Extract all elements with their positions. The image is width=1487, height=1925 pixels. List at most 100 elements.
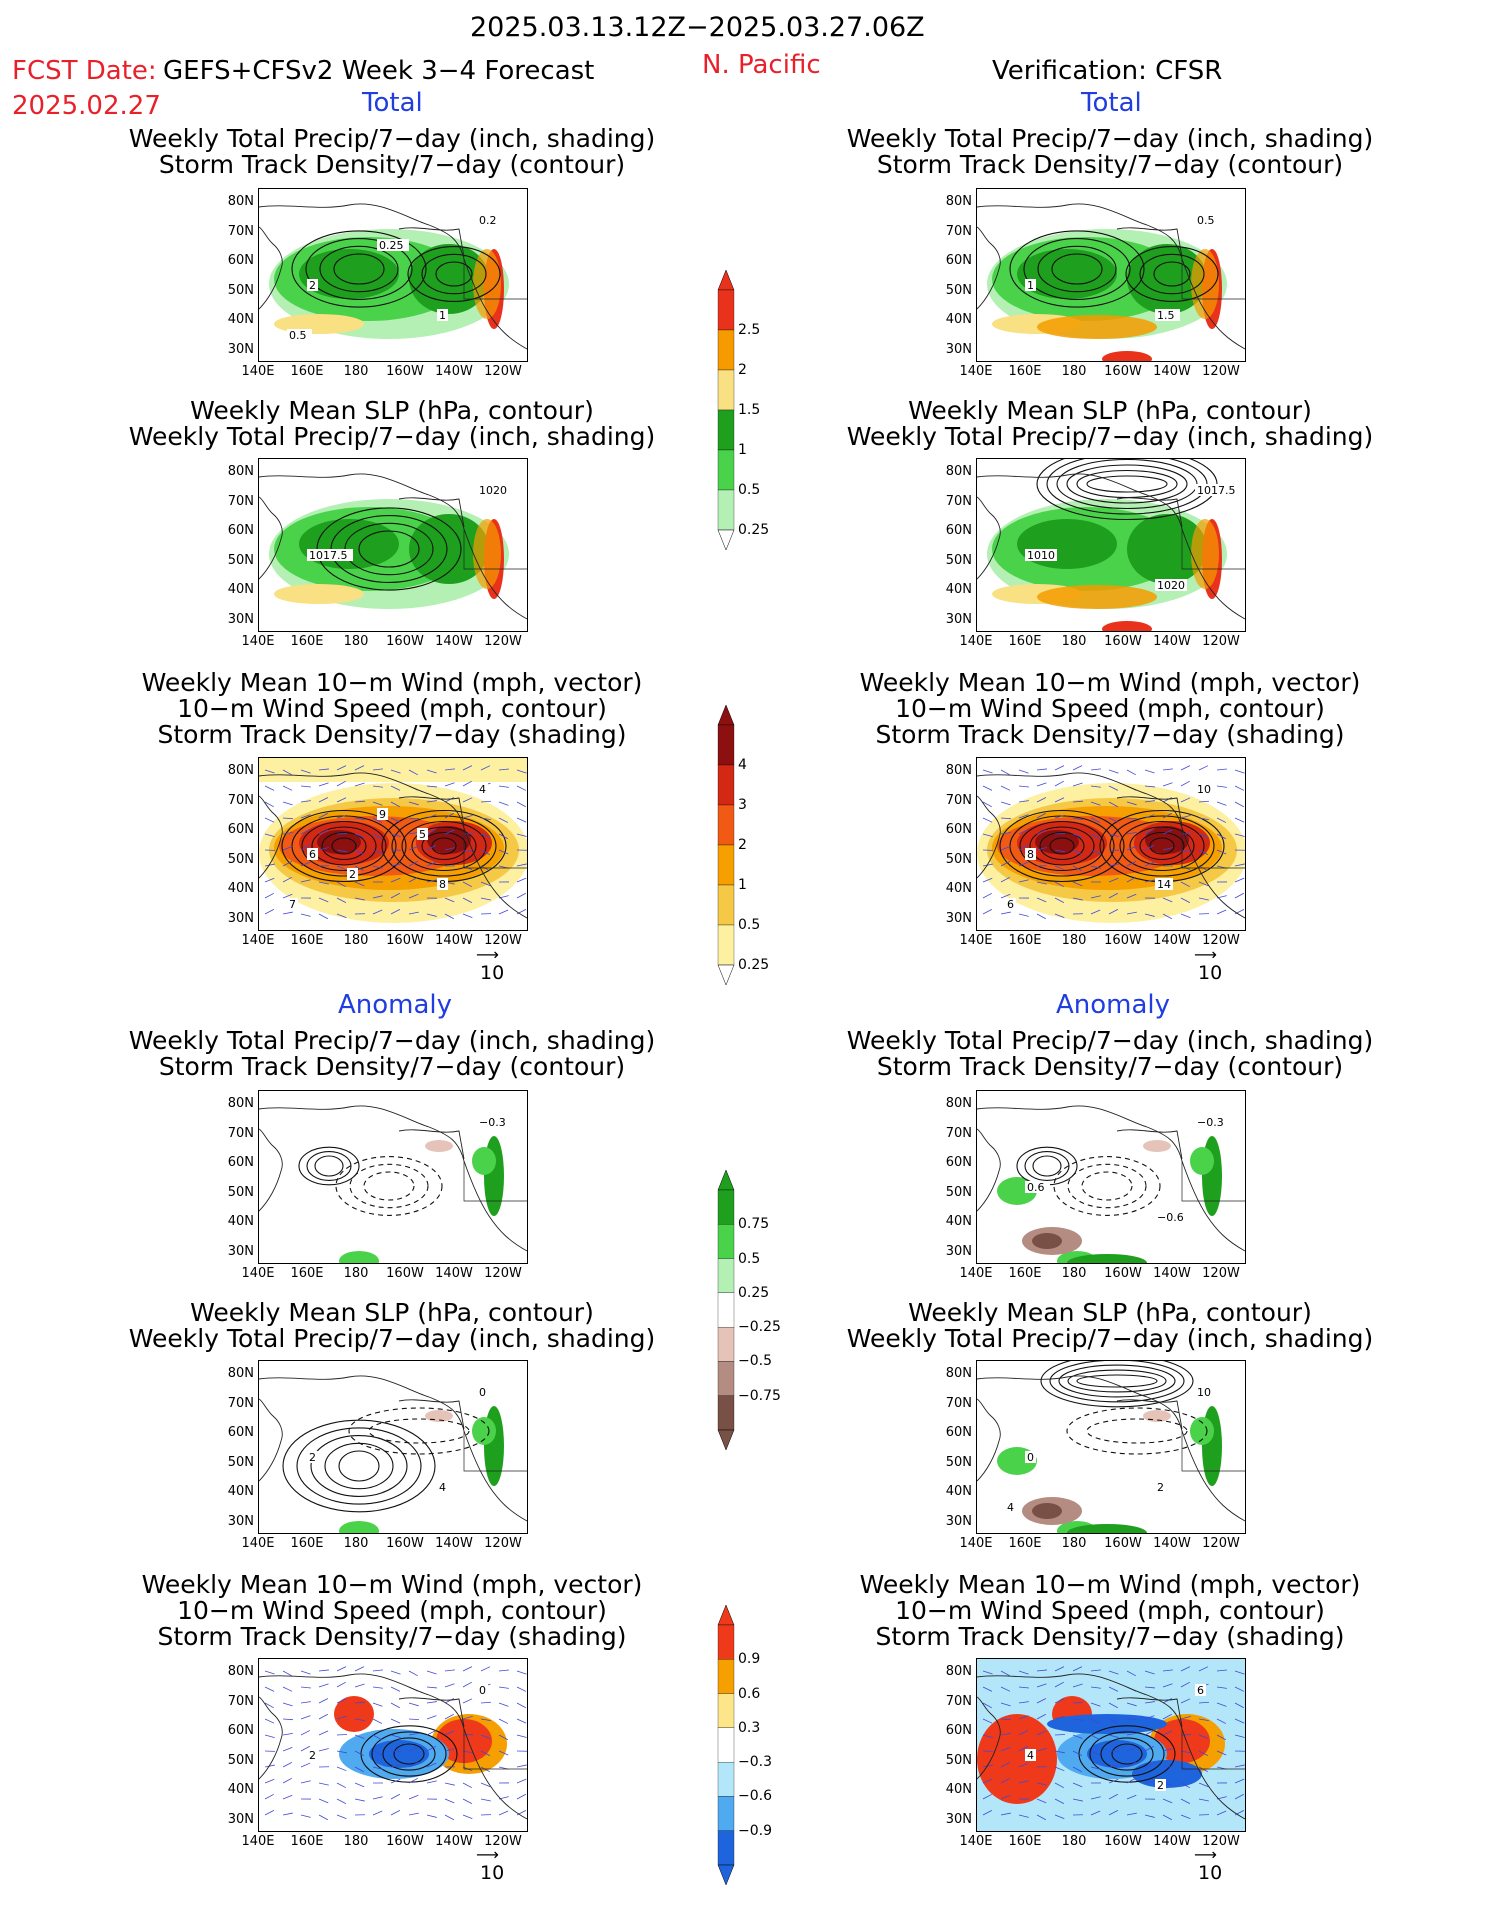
- wind-vector: [1162, 1698, 1173, 1704]
- wind-vector: [982, 769, 993, 774]
- contour-label-bg: [437, 309, 448, 321]
- wind-vector: [318, 1748, 329, 1752]
- contour-label-bg: [1025, 1451, 1036, 1463]
- wind-vector: [462, 849, 473, 853]
- colorbar-cap: [717, 1170, 735, 1191]
- wind-speed-contour: [1049, 837, 1075, 855]
- contour-label-bg: [377, 808, 388, 820]
- wind-vector: [1234, 1793, 1245, 1800]
- wind-vector: [1036, 797, 1047, 803]
- wind-vector: [390, 785, 401, 791]
- wind-vector: [282, 1718, 294, 1721]
- wind-speed-contour: [311, 826, 377, 866]
- fcst-date-label: FCST Date:: [12, 56, 157, 86]
- wind-vector: [1054, 797, 1065, 803]
- wind-vector: [1054, 1666, 1065, 1672]
- colorbar-segment: [717, 1830, 735, 1866]
- colorbar-cap: [717, 1605, 735, 1626]
- lon-tick-label: 160E: [290, 933, 324, 948]
- contour-label: 6: [1197, 1684, 1204, 1697]
- vector-reference: ⟶ 10: [1194, 1847, 1222, 1885]
- storm-track-anom-contour: [1024, 1151, 1070, 1181]
- wind-vector: [336, 865, 347, 871]
- wind-vector: [1072, 1782, 1083, 1788]
- wind-vector: [1216, 768, 1227, 771]
- coastline: [259, 496, 283, 580]
- lat-tick-label: 40N: [227, 881, 254, 896]
- wind-vector: [354, 1798, 365, 1802]
- wind-vector: [444, 1713, 454, 1720]
- wind-vector: [1018, 785, 1029, 788]
- wind-vector: [516, 863, 527, 867]
- coastline: [977, 203, 1245, 350]
- wind-vector: [1180, 1798, 1191, 1804]
- wind-vector: [390, 1810, 401, 1816]
- wind-vector: [282, 831, 293, 835]
- lat-tick-label: 30N: [945, 611, 972, 627]
- colorbar-label: 0.25: [738, 957, 770, 973]
- wind-vector: [480, 881, 491, 887]
- map-panel-forecast-anom-precip: −0.3: [258, 1090, 528, 1264]
- wind-vector: [1234, 863, 1245, 867]
- border-line: [463, 1161, 527, 1202]
- wind-vector: [354, 833, 365, 838]
- wind-vector: [1090, 1810, 1101, 1816]
- wind-vector: [336, 765, 347, 771]
- wind-speed-contour: [411, 826, 477, 866]
- wind-vector: [1072, 782, 1083, 787]
- wind-speed-contour: [1029, 826, 1095, 866]
- wind-vector: [1144, 1670, 1155, 1675]
- lat-tick-label: 50N: [227, 851, 254, 867]
- wind-vector: [462, 897, 473, 903]
- wind-vector: [1108, 1793, 1119, 1800]
- wind-vector: [426, 1730, 437, 1736]
- wind-vector: [1072, 1666, 1083, 1672]
- wind-vector: [354, 897, 365, 901]
- wind-vector: [264, 1793, 275, 1800]
- lat-tick-label: 70N: [945, 1395, 972, 1411]
- lat-tick-label: 50N: [945, 1454, 972, 1470]
- wind-vector: [300, 1780, 311, 1784]
- wind-vector: [264, 1702, 274, 1709]
- wind-vector: [336, 1750, 347, 1754]
- wind-vector: [462, 881, 473, 888]
- contour-label-bg: [307, 848, 318, 860]
- precip-shade-heavy: [299, 249, 399, 299]
- storm-anom-negative: [1047, 1714, 1167, 1734]
- contour-label: −0.6: [1157, 1211, 1184, 1224]
- wind-vector: [1090, 768, 1101, 771]
- panel-title-line: 10−m Wind Speed (mph, contour): [895, 1596, 1325, 1625]
- wind-vector: [480, 1734, 491, 1739]
- wind-vector: [264, 801, 274, 808]
- wind-vector: [1108, 833, 1119, 837]
- wind-vector: [1234, 1718, 1245, 1724]
- wind-vector: [300, 1701, 311, 1704]
- wind-vector: [1216, 833, 1226, 840]
- wind-vector: [444, 768, 455, 771]
- wind-vector: [516, 1686, 527, 1692]
- wind-vector: [1108, 817, 1119, 823]
- wind-vector: [300, 844, 310, 851]
- wind-vector: [282, 911, 293, 915]
- wind-vector: [1126, 893, 1137, 899]
- wind-vector: [1054, 865, 1065, 871]
- wind-vector: [1162, 782, 1173, 787]
- wind-vector: [982, 833, 993, 838]
- wind-vector: [1036, 812, 1046, 819]
- lat-tick-label: 80N: [945, 763, 972, 778]
- wind-vector: [1144, 844, 1154, 851]
- lat-tick-label: 50N: [945, 282, 972, 298]
- wind-vector: [336, 897, 347, 904]
- coastline: [259, 1375, 527, 1522]
- map-panel-verif-total-precip: 0.5 1 1.5: [976, 188, 1246, 362]
- wind-vector: [1198, 800, 1210, 803]
- wind-vector: [282, 817, 294, 820]
- wind-vector: [1198, 849, 1209, 855]
- wind-vector: [336, 849, 347, 853]
- map-panel-verif-total-wind: 10 8 14 6: [976, 757, 1246, 931]
- wind-vector: [336, 1814, 347, 1820]
- wind-vector: [282, 1686, 293, 1692]
- contour-label: 1020: [1157, 579, 1185, 592]
- lon-tick-label: 180: [343, 1266, 369, 1281]
- wind-vector: [408, 1777, 419, 1784]
